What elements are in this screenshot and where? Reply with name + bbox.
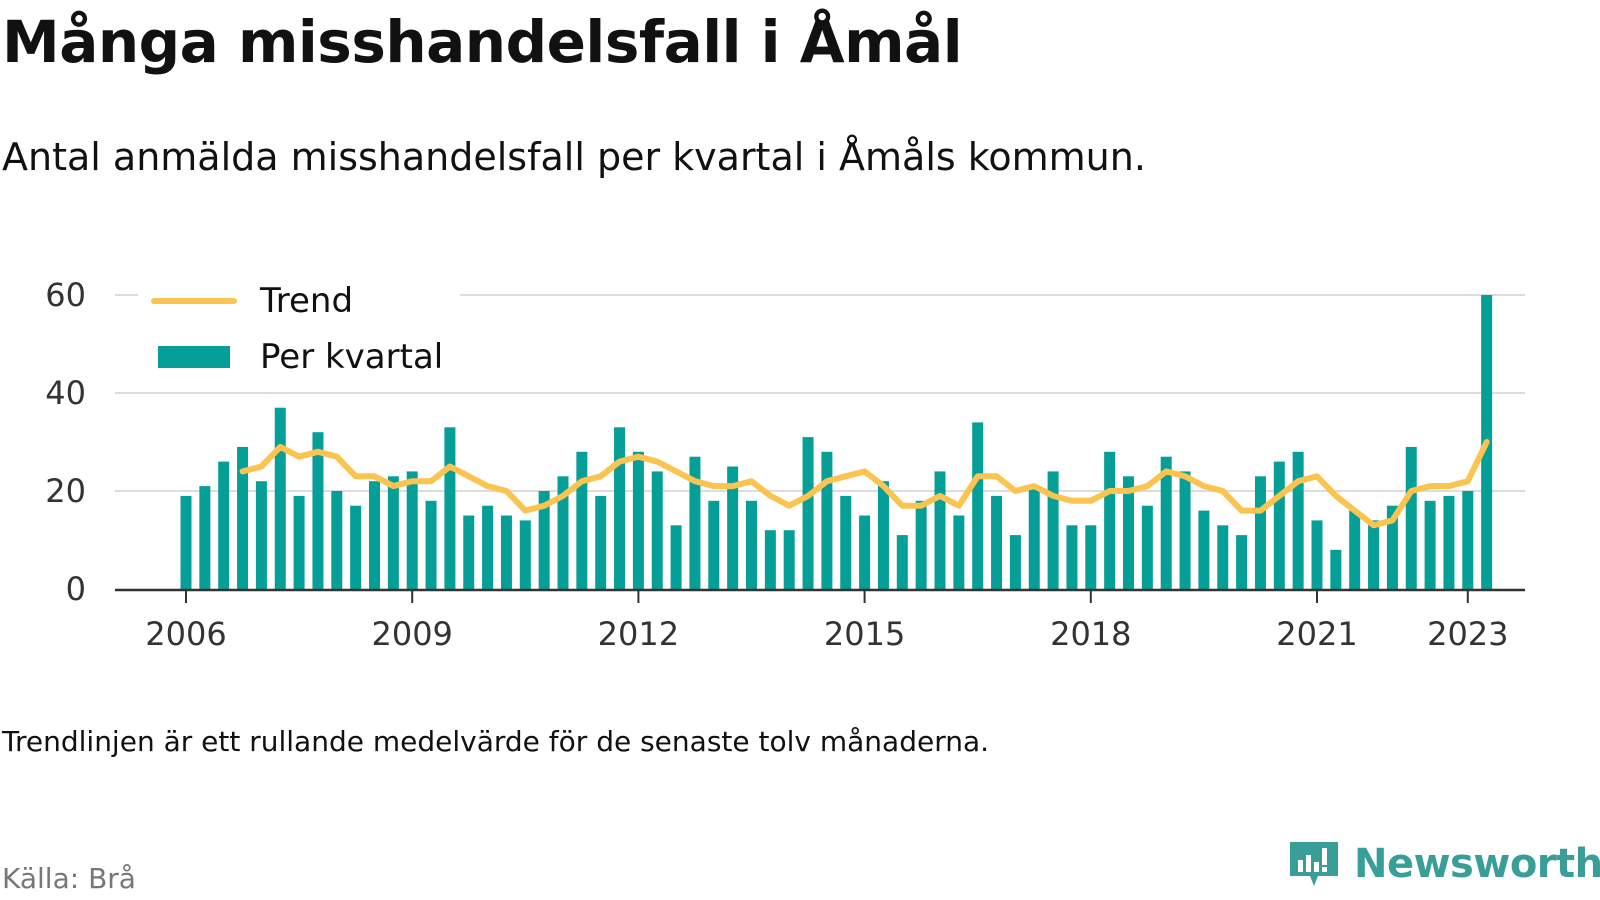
x-tick-label: 2021 (1276, 615, 1357, 653)
bar (802, 437, 814, 589)
footnote: Trendlinjen är ett rullande medelvärde f… (2, 725, 990, 758)
bar (1104, 451, 1116, 589)
bar (783, 530, 795, 589)
chart-subtitle: Antal anmälda misshandelsfall per kvarta… (2, 135, 1146, 179)
bar (180, 495, 192, 589)
bar (500, 515, 512, 589)
bar (972, 422, 984, 589)
bar (1349, 510, 1361, 589)
bar (425, 500, 437, 589)
bar (1066, 525, 1078, 589)
bar (1311, 520, 1323, 589)
bar (255, 481, 267, 589)
bar (708, 500, 720, 589)
brand-name: Newsworthy (1354, 841, 1600, 887)
x-tick-label: 2018 (1050, 615, 1131, 653)
bar (406, 471, 418, 589)
x-tick-label: 2015 (824, 615, 905, 653)
y-tick-label: 40 (45, 374, 86, 412)
bar (274, 407, 286, 589)
legend-background (138, 272, 460, 392)
bar (1443, 495, 1455, 589)
bar (1236, 535, 1248, 589)
bar (1273, 461, 1285, 589)
bar (1047, 471, 1059, 589)
x-tick-label: 2023 (1427, 615, 1508, 653)
bar (350, 505, 362, 589)
bar (953, 515, 965, 589)
bar (1386, 505, 1398, 589)
bar (482, 505, 494, 589)
bar (821, 451, 833, 589)
legend-label-trend: Trend (259, 281, 353, 321)
bar (293, 495, 305, 589)
bar (840, 495, 852, 589)
x-axis-ticks: 2006 2009 2012 2015 2018 2021 2023 (145, 590, 1509, 653)
bar (896, 535, 908, 589)
newsworthy-logo-icon (1290, 842, 1338, 886)
bar (859, 515, 871, 589)
bar (614, 427, 626, 589)
legend-label-per-kvartal: Per kvartal (260, 337, 443, 377)
brand-logo: Newsworthy (1288, 838, 1600, 890)
bar (727, 466, 739, 589)
x-tick-label: 2006 (145, 615, 226, 653)
bar (1009, 535, 1021, 589)
bar (1028, 486, 1040, 589)
bar (991, 495, 1003, 589)
bar (1085, 525, 1097, 589)
chart-title: Många misshandelsfall i Åmål (2, 8, 963, 76)
bar (764, 530, 776, 589)
bar (934, 471, 946, 589)
y-tick-label: 0 (66, 570, 86, 608)
bar (1217, 525, 1229, 589)
bar (1160, 456, 1172, 589)
bar (576, 451, 588, 589)
bar (557, 476, 569, 589)
bar (632, 451, 644, 589)
trend-line (239, 439, 1490, 529)
y-tick-label: 20 (45, 472, 86, 510)
bar (199, 486, 211, 589)
bar (387, 476, 399, 589)
bar (312, 432, 324, 589)
y-tick-label: 60 (45, 276, 86, 314)
legend-swatch-per-kvartal (158, 346, 230, 368)
bar (670, 525, 682, 589)
bar (444, 427, 456, 589)
bar (237, 446, 249, 589)
bar (1405, 446, 1417, 589)
bar (1424, 500, 1436, 589)
bar (651, 471, 663, 589)
y-axis-ticks: 0 20 40 60 (45, 276, 86, 608)
bar (1198, 510, 1210, 589)
bar (689, 456, 701, 589)
bar (1292, 451, 1304, 589)
bar (1179, 471, 1191, 589)
x-tick-label: 2009 (371, 615, 452, 653)
bar (1368, 520, 1380, 589)
bar-line-chart: 0 20 40 60 2006 2009 2012 2015 2018 2021 2023 Tre… (45, 272, 1525, 653)
bar (1462, 491, 1474, 589)
bar (1254, 476, 1266, 589)
bar (369, 481, 380, 589)
bar (218, 461, 230, 589)
x-tick-label: 2012 (598, 615, 679, 653)
bar (331, 491, 343, 589)
bar (1123, 476, 1134, 589)
bar (915, 500, 927, 589)
source-label: Källa: Brå (2, 862, 136, 895)
bar (595, 495, 607, 589)
bar (463, 515, 475, 589)
bar (746, 500, 757, 589)
bar (1330, 549, 1342, 589)
legend: Trend Per kvartal (138, 272, 460, 392)
bar (519, 520, 531, 589)
bar (877, 481, 889, 589)
bar (538, 491, 550, 589)
bar (1141, 505, 1153, 589)
